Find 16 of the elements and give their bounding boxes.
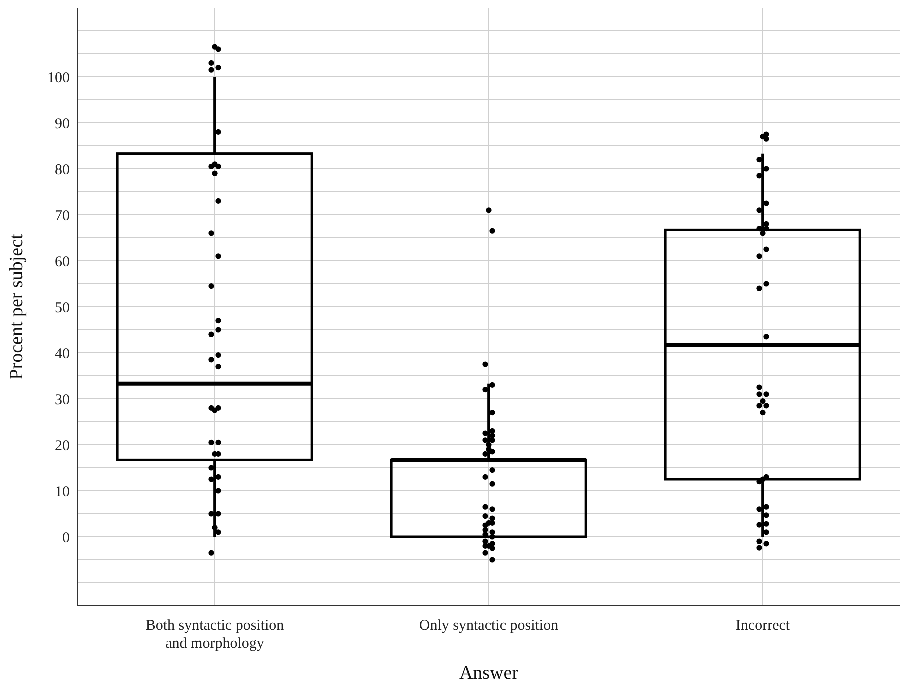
y-tick-label: 100 — [48, 70, 70, 86]
y-tick-label: 70 — [55, 208, 70, 224]
x-tick-label: Both syntactic position and morphology — [146, 618, 285, 652]
x-tick-label: Only syntactic position — [419, 618, 560, 634]
y-tick-label: 90 — [55, 116, 70, 132]
y-tick-label: 60 — [55, 254, 70, 270]
y-tick-label: 20 — [55, 438, 70, 454]
y-axis-title: Procent per subject — [6, 233, 28, 380]
x-tick-label: Incorrect — [736, 618, 791, 634]
x-axis-title: Answer — [459, 663, 520, 684]
y-tick-label: 50 — [55, 300, 70, 316]
y-tick-label: 80 — [55, 162, 70, 178]
y-tick-label: 0 — [62, 530, 70, 546]
y-tick-label: 10 — [55, 484, 70, 500]
y-tick-label: 40 — [55, 346, 70, 362]
y-tick-label: 30 — [55, 392, 70, 408]
